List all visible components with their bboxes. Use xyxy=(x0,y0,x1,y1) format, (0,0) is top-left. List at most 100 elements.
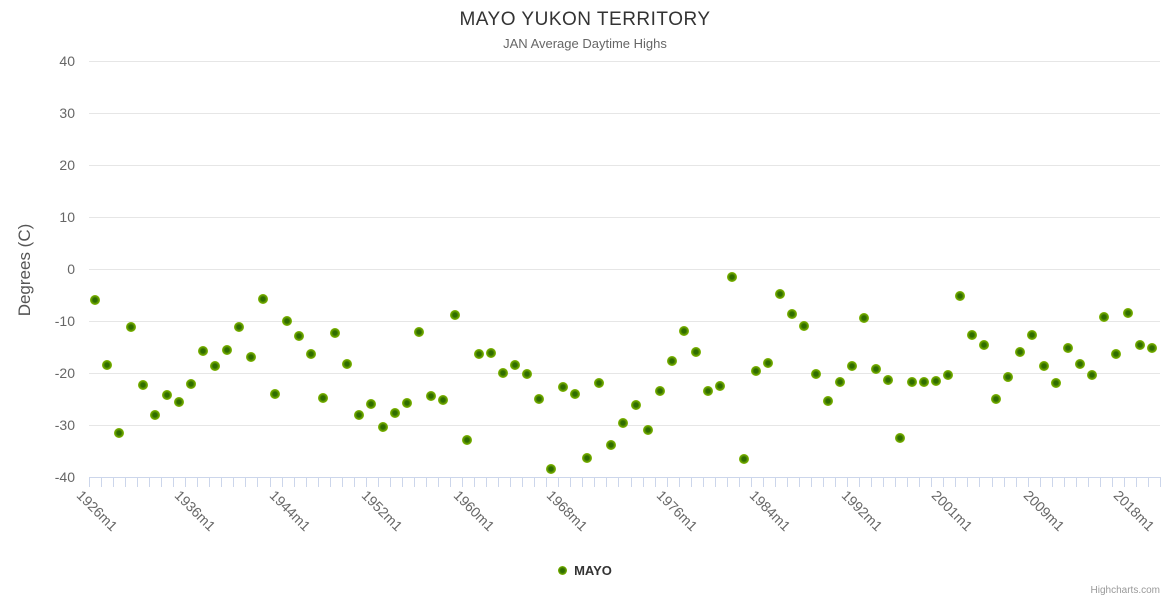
data-point[interactable] xyxy=(582,452,593,463)
data-point[interactable] xyxy=(186,379,197,390)
data-point[interactable] xyxy=(882,375,893,386)
data-point[interactable] xyxy=(990,393,1001,404)
data-point[interactable] xyxy=(594,378,605,389)
data-point[interactable] xyxy=(534,393,545,404)
data-point[interactable] xyxy=(774,289,785,299)
data-point[interactable] xyxy=(918,376,929,387)
data-point[interactable] xyxy=(702,386,713,397)
data-point[interactable] xyxy=(834,376,845,387)
data-point[interactable] xyxy=(750,365,761,376)
data-point[interactable] xyxy=(606,440,617,451)
data-point[interactable] xyxy=(546,463,557,474)
data-point[interactable] xyxy=(102,359,112,370)
data-point[interactable] xyxy=(1146,342,1157,353)
x-axis-tick xyxy=(197,477,198,487)
data-point[interactable] xyxy=(510,360,521,371)
data-point[interactable] xyxy=(1110,349,1121,360)
data-point[interactable] xyxy=(282,315,293,326)
data-point[interactable] xyxy=(438,395,449,405)
data-point[interactable] xyxy=(1098,312,1109,323)
data-point[interactable] xyxy=(294,331,305,342)
data-point[interactable] xyxy=(1050,377,1061,388)
data-point[interactable] xyxy=(246,352,257,363)
data-point[interactable] xyxy=(630,399,641,410)
data-point[interactable] xyxy=(234,321,245,332)
data-point[interactable] xyxy=(1086,369,1097,380)
data-point[interactable] xyxy=(114,427,124,438)
data-point[interactable] xyxy=(126,322,136,333)
credits-link[interactable]: Highcharts.com xyxy=(1090,585,1160,596)
data-point[interactable] xyxy=(354,410,365,421)
data-point[interactable] xyxy=(738,453,749,464)
legend-item-mayo[interactable]: MAYO xyxy=(0,563,1170,578)
data-point[interactable] xyxy=(858,312,869,323)
data-point[interactable] xyxy=(894,433,905,443)
data-point[interactable] xyxy=(642,424,653,435)
data-point[interactable] xyxy=(678,326,689,337)
data-point[interactable] xyxy=(462,435,473,446)
data-point[interactable] xyxy=(210,360,221,371)
data-point[interactable] xyxy=(1134,339,1145,350)
data-point[interactable] xyxy=(342,359,353,370)
data-point[interactable] xyxy=(810,368,821,379)
x-axis-label: 1944m1 xyxy=(266,487,314,535)
data-point[interactable] xyxy=(966,329,977,340)
x-axis-tick xyxy=(450,477,451,487)
data-point[interactable] xyxy=(654,385,665,396)
data-point[interactable] xyxy=(522,368,533,379)
data-point[interactable] xyxy=(306,349,317,360)
data-point[interactable] xyxy=(798,321,809,332)
data-point[interactable] xyxy=(822,396,833,407)
data-point[interactable] xyxy=(762,358,773,369)
data-point[interactable] xyxy=(714,381,725,391)
x-axis-tick xyxy=(282,477,283,487)
data-point[interactable] xyxy=(558,382,569,392)
data-point[interactable] xyxy=(870,364,881,375)
data-point[interactable] xyxy=(198,345,209,356)
x-axis-tick xyxy=(318,477,319,487)
data-point[interactable] xyxy=(498,367,509,378)
x-axis-tick xyxy=(330,477,331,487)
data-point[interactable] xyxy=(954,290,965,301)
data-point[interactable] xyxy=(666,355,677,366)
x-axis-tick xyxy=(294,477,295,487)
data-point[interactable] xyxy=(618,418,629,429)
data-point[interactable] xyxy=(1074,359,1085,370)
data-point[interactable] xyxy=(150,410,161,421)
data-point[interactable] xyxy=(90,295,100,306)
data-point[interactable] xyxy=(726,272,737,283)
data-point[interactable] xyxy=(318,393,329,403)
data-point[interactable] xyxy=(270,389,281,400)
data-point[interactable] xyxy=(414,326,425,337)
data-point[interactable] xyxy=(942,369,953,380)
data-point[interactable] xyxy=(1026,330,1037,340)
x-axis-tick xyxy=(1004,477,1005,487)
data-point[interactable] xyxy=(390,408,401,418)
data-point[interactable] xyxy=(846,361,857,372)
data-point[interactable] xyxy=(690,346,701,357)
data-point[interactable] xyxy=(174,396,185,407)
data-point[interactable] xyxy=(570,389,581,400)
data-point[interactable] xyxy=(1062,343,1073,353)
data-point[interactable] xyxy=(1122,308,1133,319)
data-point[interactable] xyxy=(330,328,341,338)
data-point[interactable] xyxy=(786,309,797,320)
data-point[interactable] xyxy=(978,340,989,351)
data-point[interactable] xyxy=(258,293,269,304)
data-point[interactable] xyxy=(222,344,233,355)
data-point[interactable] xyxy=(1038,361,1049,372)
data-point[interactable] xyxy=(1002,371,1013,382)
y-axis-label: 10 xyxy=(59,209,75,225)
data-point[interactable] xyxy=(162,389,173,400)
data-point[interactable] xyxy=(486,348,497,359)
data-point[interactable] xyxy=(906,377,917,388)
data-point[interactable] xyxy=(138,380,148,390)
data-point[interactable] xyxy=(402,397,413,408)
data-point[interactable] xyxy=(378,421,389,432)
data-point[interactable] xyxy=(426,390,437,401)
data-point[interactable] xyxy=(474,349,485,360)
data-point[interactable] xyxy=(366,399,377,410)
data-point[interactable] xyxy=(450,310,461,321)
data-point[interactable] xyxy=(1014,346,1025,357)
data-point[interactable] xyxy=(930,375,941,386)
